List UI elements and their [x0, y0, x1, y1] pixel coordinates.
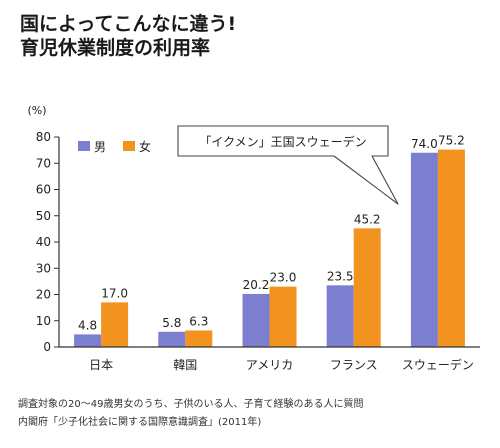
bar: [158, 331, 186, 347]
y-axis-ticks: 0 10 20 30 40 50 60 70 80: [36, 130, 59, 354]
callout-box: [177, 125, 399, 205]
bar: [269, 286, 297, 347]
x-tick-label: 日本: [89, 358, 113, 372]
bar-value-label: 4.8: [78, 318, 97, 332]
source-notes: 調査対象の20～49歳男女のうち、子供のいる人、子育て経験のある人に質問 内閣府…: [18, 396, 363, 432]
callout-text: 「イクメン」王国スウェーデン: [199, 134, 366, 149]
x-tick-label: スウェーデン: [402, 357, 474, 372]
y-tick-label: 70: [36, 156, 51, 170]
bar-value-labels: 4.8 17.0 5.8 6.3 20.223.0 23.5 45.2 74.0 75.2: [78, 134, 465, 333]
bar-value-label: 6.3: [189, 314, 208, 328]
bar: [101, 302, 129, 347]
legend-swatch-female: [123, 141, 135, 151]
y-tick-label: 20: [36, 288, 51, 302]
note-source: 内閣府「少子化社会に関する国際意識調査」(2011年): [18, 417, 262, 428]
bar-value-label: 45.2: [354, 212, 381, 226]
y-tick-label: 0: [43, 340, 51, 354]
chart-title: 国によってこんなに違う! 育児休業制度の利用率: [20, 12, 490, 60]
bar-value-label: 74.0: [411, 137, 438, 151]
note-survey: 調査対象の20～49歳男女のうち、子供のいる人、子育て経験のある人に質問: [18, 399, 364, 410]
bar: [437, 149, 465, 347]
bar: [242, 293, 270, 347]
legend-swatch-male: [78, 141, 90, 151]
y-tick-label: 60: [36, 183, 51, 197]
x-axis-labels: 日本 韓国 アメリカ フランス スウェーデン: [89, 357, 474, 372]
bar-value-label: 23.5: [327, 269, 354, 283]
bar: [74, 334, 102, 347]
bar: [353, 228, 381, 347]
x-tick-label: アメリカ: [246, 358, 293, 372]
bar: [326, 285, 354, 347]
bar: [410, 152, 438, 347]
y-tick-label: 30: [36, 261, 51, 275]
legend-label-male: 男: [94, 140, 106, 154]
title-line-2: 育児休業制度の利用率: [20, 37, 211, 59]
bar-value-label: 5.8: [162, 316, 181, 330]
bar-value-label: 75.2: [438, 134, 465, 148]
y-tick-label: 50: [36, 209, 51, 223]
title-line-1: 国によってこんなに違う!: [20, 13, 237, 35]
bar-value-label: 23.0: [270, 271, 297, 285]
bar: [185, 330, 213, 347]
bar-value-label: 20.2: [243, 278, 270, 292]
y-tick-label: 80: [36, 130, 51, 144]
legend-label-female: 女: [139, 139, 151, 154]
y-tick-label: 10: [36, 314, 51, 328]
y-axis-unit: (%): [27, 104, 46, 117]
x-tick-label: 韓国: [173, 358, 197, 372]
legend: 男 女: [78, 139, 151, 154]
y-tick-label: 40: [36, 235, 51, 249]
x-tick-label: フランス: [330, 358, 378, 372]
bar-value-label: 17.0: [101, 286, 128, 300]
callout-bubble: 「イクメン」王国スウェーデン: [177, 125, 399, 205]
bars: [74, 149, 465, 347]
